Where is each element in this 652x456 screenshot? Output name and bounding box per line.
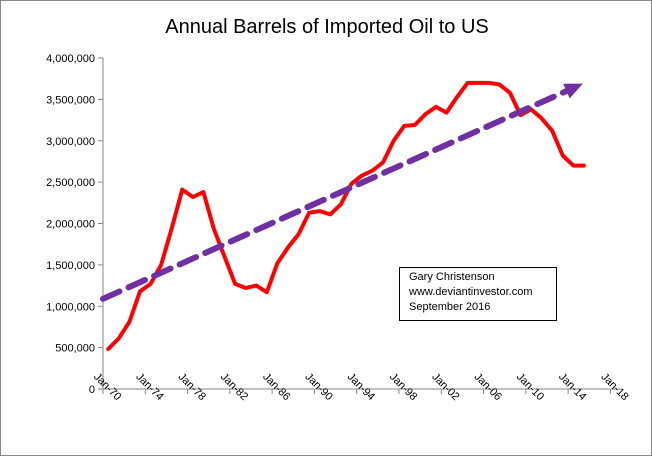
trend-arrowhead bbox=[563, 83, 583, 99]
x-tick-label: Jan-06 bbox=[472, 371, 504, 403]
y-tick-label: 500,000 bbox=[55, 343, 95, 355]
annotation-author: Gary Christenson bbox=[409, 271, 495, 283]
chart-title: Annual Barrels of Imported Oil to US bbox=[165, 16, 488, 38]
trend-line bbox=[100, 88, 570, 302]
y-tick-label: 3,500,000 bbox=[46, 94, 95, 106]
x-tick-label: Jan-70 bbox=[91, 371, 123, 403]
y-tick-label: 1,500,000 bbox=[46, 260, 95, 272]
x-tick-label: Jan-82 bbox=[218, 371, 250, 403]
axes: 0 500,000 1,000,000 1,500,000 2,000,000 2,500… bbox=[46, 53, 631, 403]
x-tick-label: Jan-02 bbox=[429, 371, 461, 403]
x-tick-label: Jan-74 bbox=[133, 371, 165, 403]
x-tick-label: Jan-90 bbox=[302, 371, 334, 403]
imported-oil-line bbox=[106, 80, 586, 352]
x-tick-label: Jan-10 bbox=[514, 371, 546, 403]
x-tick-label: Jan-14 bbox=[556, 371, 588, 403]
x-tick-label: Jan-18 bbox=[598, 371, 630, 403]
y-tick-label: 2,500,000 bbox=[46, 177, 95, 189]
y-tick-label: 1,000,000 bbox=[46, 301, 95, 313]
annotation-box: Gary Christenson www.deviantinvestor.com… bbox=[399, 267, 557, 321]
x-tick-label: Jan-94 bbox=[345, 371, 377, 403]
y-tick-label: 0 bbox=[89, 384, 95, 396]
y-tick-label: 3,000,000 bbox=[46, 136, 95, 148]
x-tick-label: Jan-86 bbox=[260, 371, 292, 403]
annotation-date: September 2016 bbox=[409, 301, 491, 313]
y-tick-label: 2,000,000 bbox=[46, 219, 95, 231]
x-tick-label: Jan-98 bbox=[387, 371, 419, 403]
y-tick-label: 4,000,000 bbox=[46, 53, 95, 65]
x-tick-label: Jan-78 bbox=[176, 371, 208, 403]
annotation-url: www.deviantinvestor.com bbox=[409, 286, 533, 298]
plot-area bbox=[100, 80, 586, 352]
